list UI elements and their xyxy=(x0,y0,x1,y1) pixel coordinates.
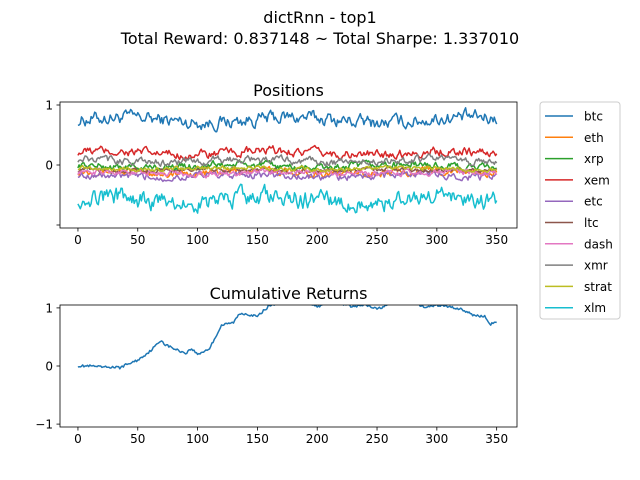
x-tick-label: 150 xyxy=(246,233,269,247)
x-tick-label: 0 xyxy=(74,432,82,446)
cumulative-returns-title: Cumulative Returns xyxy=(209,284,368,303)
x-tick-label: 150 xyxy=(246,432,269,446)
returns-plot xyxy=(77,305,497,370)
legend-label-xrp: xrp xyxy=(584,152,604,166)
legend-label-eth: eth xyxy=(584,131,604,145)
legend-label-xlm: xlm xyxy=(584,301,606,315)
series-line-dash xyxy=(77,167,498,179)
legend-label-xem: xem xyxy=(584,173,610,187)
series-line-xlm xyxy=(77,183,498,214)
series-line-btc xyxy=(77,107,498,133)
y-tick-label: 1 xyxy=(45,99,53,113)
x-tick-label: 300 xyxy=(425,233,448,247)
legend-label-ltc: ltc xyxy=(584,216,599,230)
series-line-xrp xyxy=(77,159,497,173)
x-tick-label: 200 xyxy=(306,233,329,247)
series-line-strat xyxy=(77,164,497,174)
x-tick-label: 50 xyxy=(130,233,145,247)
x-tick-label: 350 xyxy=(485,233,508,247)
x-tick-label: 250 xyxy=(366,233,389,247)
x-tick-label: 300 xyxy=(425,432,448,446)
legend-label-dash: dash xyxy=(584,237,613,251)
x-tick-label: 200 xyxy=(306,432,329,446)
positions-plot xyxy=(77,107,498,214)
legend: btc eth xrp xem etc ltc dash xmr strat xlm xyxy=(539,101,621,320)
legend-label-btc: btc xyxy=(584,110,603,124)
x-tick-label: 0 xyxy=(74,233,82,247)
y-tick-label: 0 xyxy=(45,360,53,374)
series-line-xem xyxy=(77,144,498,161)
y-tick-label: −1 xyxy=(35,418,53,432)
x-tick-label: 350 xyxy=(485,432,508,446)
legend-label-xmr: xmr xyxy=(584,259,608,273)
figure-title: dictRnn - top1 xyxy=(263,8,377,27)
series-line-xmr xyxy=(77,153,498,168)
positions-title: Positions xyxy=(253,81,324,100)
legend-label-strat: strat xyxy=(584,280,612,294)
x-tick-label: 100 xyxy=(186,432,209,446)
legend-label-etc: etc xyxy=(584,195,603,209)
x-tick-label: 100 xyxy=(186,233,209,247)
x-tick-label: 250 xyxy=(366,432,389,446)
y-tick-label: 1 xyxy=(45,301,53,315)
figure-subtitle: Total Reward: 0.837148 ~ Total Sharpe: 1… xyxy=(120,29,520,48)
x-tick-label: 50 xyxy=(130,432,145,446)
axes-frame xyxy=(59,304,518,428)
series-line-cumulative-returns xyxy=(77,305,497,370)
y-tick-label: 0 xyxy=(45,159,53,173)
